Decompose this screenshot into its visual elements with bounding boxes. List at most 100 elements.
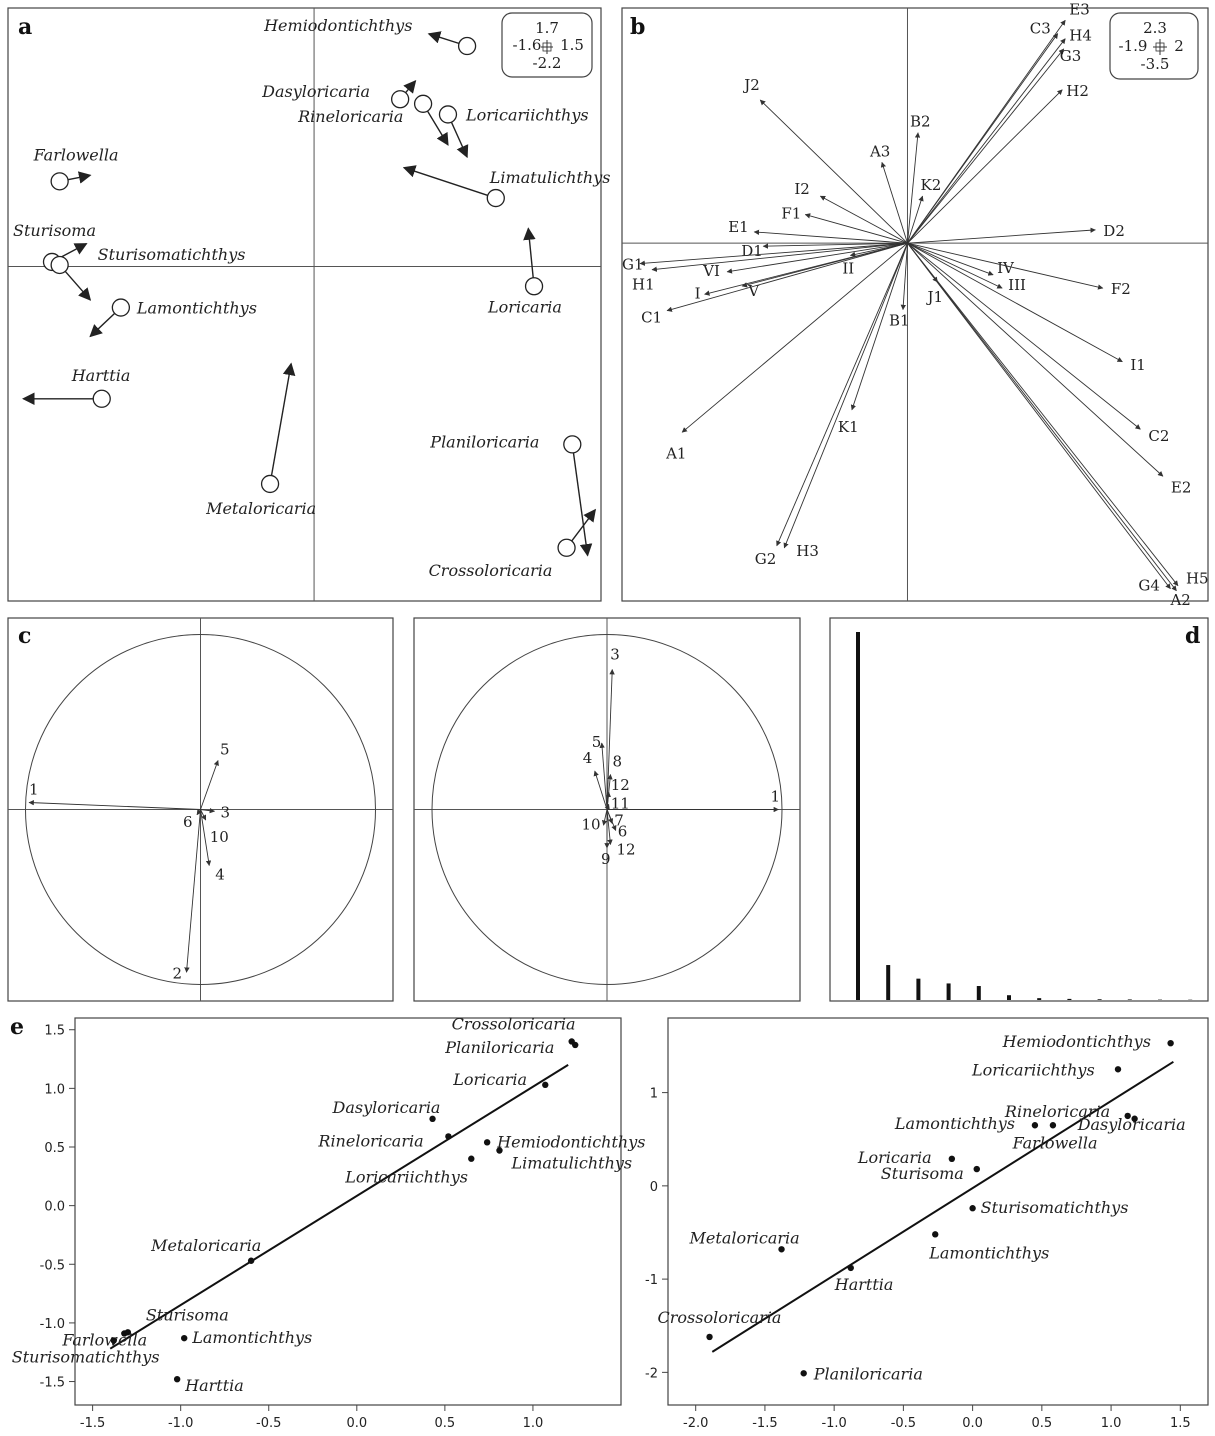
- genus-label: Hemiodontichthys: [496, 1132, 645, 1151]
- loading-label: 4: [215, 866, 225, 884]
- genus-label: Farlowella: [33, 145, 119, 164]
- variable-label: H5: [1186, 570, 1209, 588]
- eigenvalue-bar: [976, 986, 981, 1000]
- chart-marks: Hemiodontichthys Dasyloricaria Rineloricar…: [8, 0, 1209, 1431]
- panel-e-letter: e: [10, 1014, 24, 1040]
- genus-point: [457, 36, 477, 56]
- genus-point: [1049, 1122, 1057, 1129]
- genus-point: [413, 94, 433, 113]
- y-tick-label: 1.5: [44, 1024, 65, 1039]
- loading-arrow: [606, 809, 613, 846]
- loading-arrow: [200, 809, 212, 867]
- genus-label: Sturisomatichthys: [98, 245, 246, 264]
- genus-label: Dasyloricaria: [261, 82, 370, 101]
- loading-label: 1: [29, 781, 39, 799]
- loading-label: 6: [183, 813, 193, 831]
- variable-arrow: [907, 195, 924, 244]
- genus-point: [438, 105, 458, 124]
- variable-arrow: [880, 161, 908, 244]
- x-tick-label: 1.0: [1101, 1416, 1122, 1431]
- genus-arrow: [402, 165, 497, 199]
- variable-label: B2: [910, 113, 931, 131]
- genus-label: Harttia: [71, 366, 131, 385]
- loading-arrow: [601, 809, 608, 826]
- loading-arrow: [200, 807, 216, 814]
- genus-point: [800, 1370, 807, 1377]
- variable-arrow: [907, 242, 994, 276]
- variable-arrow: [850, 243, 908, 411]
- loading-label: 10: [210, 828, 229, 846]
- x-tick-label: 0.0: [962, 1416, 983, 1431]
- scale-box-bottom: -2.2: [533, 54, 562, 72]
- genus-point: [948, 1155, 956, 1163]
- genus-label: Hemiodontichthys: [1002, 1032, 1151, 1051]
- loading-arrow: [593, 770, 608, 810]
- variable-arrow: [907, 242, 1141, 430]
- variable-label: H4: [1069, 27, 1092, 45]
- genus-point: [429, 1115, 436, 1123]
- y-tick-label: -0.5: [40, 1258, 65, 1273]
- variable-label: G1: [622, 256, 644, 274]
- y-tick-label: -1.5: [40, 1376, 65, 1391]
- eigenvalue-bar: [1127, 999, 1132, 1000]
- variable-label: A1: [665, 444, 686, 462]
- variable-arrow: [726, 242, 908, 274]
- variable-label: IV: [997, 259, 1015, 277]
- variable-label: H3: [796, 542, 819, 560]
- genus-point: [973, 1165, 980, 1173]
- genus-point: [563, 435, 582, 454]
- genus-label: Metaloricaria: [689, 1228, 800, 1247]
- loading-label: 9: [601, 850, 611, 868]
- eigenvalue-bar: [1007, 995, 1011, 1000]
- genus-point: [1124, 1112, 1131, 1120]
- loading-label: 8: [613, 753, 623, 771]
- genus-label: Limatulichthys: [489, 168, 611, 187]
- variable-arrow: [762, 242, 908, 249]
- genus-label: Sturisoma: [881, 1164, 964, 1183]
- panel-e: e: [10, 1014, 1209, 1406]
- x-tick-label: -1.0: [821, 1416, 846, 1431]
- loading-arrow: [200, 759, 219, 810]
- scale-cross-icon: [1153, 39, 1167, 55]
- variable-arrow: [783, 242, 908, 549]
- variable-label: A3: [869, 142, 890, 160]
- genus-point: [1167, 1039, 1174, 1047]
- variable-arrow: [907, 242, 1003, 289]
- variable-label: III: [1008, 276, 1026, 294]
- genus-point: [1114, 1066, 1122, 1073]
- loading-arrow: [200, 809, 207, 821]
- x-tick-label: 0.5: [435, 1416, 456, 1431]
- genus-arrow: [523, 227, 536, 287]
- variable-label: VI: [702, 262, 720, 280]
- variable-arrow: [907, 242, 1123, 363]
- loading-label: 3: [610, 646, 620, 664]
- genus-label: Harttia: [834, 1275, 894, 1294]
- genus-label: Planiloricaria: [429, 432, 539, 451]
- genus-label: Harttia: [184, 1376, 244, 1395]
- genus-label: Lamontichthys: [928, 1243, 1049, 1262]
- genus-label: Planiloricaria: [444, 1038, 554, 1057]
- genus-point: [542, 1081, 549, 1089]
- y-tick-label: -2: [645, 1366, 658, 1381]
- eigenvalue-bar: [1037, 998, 1042, 1000]
- loading-label: 4: [583, 749, 593, 767]
- scale-box-right: 1.5: [560, 36, 584, 54]
- loading-arrow: [604, 803, 610, 810]
- genus-label: Hemiodontichthys: [263, 16, 412, 35]
- y-tick-label: -1: [645, 1273, 658, 1288]
- panel-d: d: [829, 617, 1209, 1002]
- variable-arrow: [666, 242, 908, 312]
- loading-arrow: [28, 800, 201, 810]
- y-tick-label: 1: [650, 1087, 658, 1102]
- genus-label: Rineloricaria: [1004, 1102, 1110, 1121]
- scale-cross-icon: [541, 40, 553, 54]
- panel-a-scale-box: 1.7 -1.6 1.5 -2.2: [501, 12, 593, 78]
- genus-label: Loricariichthys: [971, 1060, 1095, 1079]
- eigenvalue-bar: [1097, 999, 1102, 1000]
- genus-point: [932, 1231, 939, 1238]
- x-tick-label: -2.0: [683, 1416, 708, 1431]
- genus-label: Loricariichthys: [465, 105, 589, 124]
- genus-label: Dasyloricaria: [332, 1098, 441, 1117]
- variable-label: I2: [794, 180, 809, 198]
- variable-arrow: [753, 229, 908, 244]
